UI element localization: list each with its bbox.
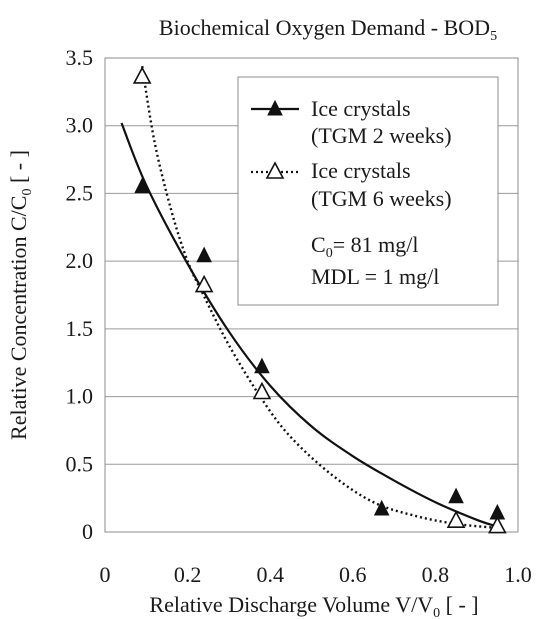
point-series-2-4 xyxy=(488,515,507,534)
point-series-1-1 xyxy=(196,246,212,263)
y-tick-label-5: 2.5 xyxy=(66,180,94,205)
legend-marker-series-1 xyxy=(267,99,283,116)
y-tick-label-0: 0 xyxy=(82,519,93,544)
y-tick-label-1: 0.5 xyxy=(66,451,94,476)
legend-marker-series-2 xyxy=(265,161,285,179)
fit-curves xyxy=(120,65,498,530)
legend-label-series-1-line2: (TGM 2 weeks) xyxy=(311,123,452,148)
chart-title: Biochemical Oxygen Demand - BOD5 xyxy=(159,15,497,44)
x-tick-label-1: 0.2 xyxy=(174,562,202,587)
point-series-1-0 xyxy=(134,177,150,194)
point-series-1-3 xyxy=(373,499,390,516)
annotation-c0: C0= 81 mg/l xyxy=(311,232,418,261)
y-tick-label-7: 3.5 xyxy=(66,45,94,70)
y-tick-label-4: 2.0 xyxy=(66,248,94,273)
fit-curve-series-1 xyxy=(120,122,498,528)
point-series-2-0 xyxy=(132,66,152,84)
legend: Ice crystals (TGM 2 weeks) Ice crystals … xyxy=(237,76,499,306)
x-axis-label: Relative Discharge Volume V/V0 [ - ] xyxy=(149,592,478,619)
data-markers xyxy=(132,66,507,534)
x-tick-label-0: 0 xyxy=(100,562,111,587)
x-tick-labels: 0 0.2 0.4 0.6 0.8 1.0 xyxy=(100,562,532,587)
legend-label-series-2-line1: Ice crystals xyxy=(311,158,411,183)
y-tick-labels: 0 0.5 1.0 1.5 2.0 2.5 3.0 3.5 xyxy=(66,45,94,544)
plot-frame xyxy=(104,57,519,533)
x-tick-label-4: 0.8 xyxy=(422,562,450,587)
x-tick-label-2: 0.4 xyxy=(256,562,284,587)
y-axis-label: Relative Concentration C/C0 [ - ] xyxy=(6,150,35,440)
x-tick-label-3: 0.6 xyxy=(339,562,367,587)
point-series-2-2 xyxy=(252,381,272,400)
point-series-1-2 xyxy=(254,357,270,374)
fit-curve-series-2 xyxy=(140,65,498,530)
y-tick-label-6: 3.0 xyxy=(66,113,94,138)
y-tick-label-3: 1.5 xyxy=(66,316,94,341)
legend-label-series-2-line2: (TGM 6 weeks) xyxy=(311,186,452,211)
point-series-1-4 xyxy=(448,487,464,504)
x-tick-label-5: 1.0 xyxy=(504,562,532,587)
legend-label-series-1-line1: Ice crystals xyxy=(311,96,411,121)
point-series-2-3 xyxy=(446,510,466,528)
annotation-mdl: MDL = 1 mg/l xyxy=(311,264,439,289)
point-series-2-1 xyxy=(194,274,214,293)
y-tick-label-2: 1.0 xyxy=(66,384,94,409)
